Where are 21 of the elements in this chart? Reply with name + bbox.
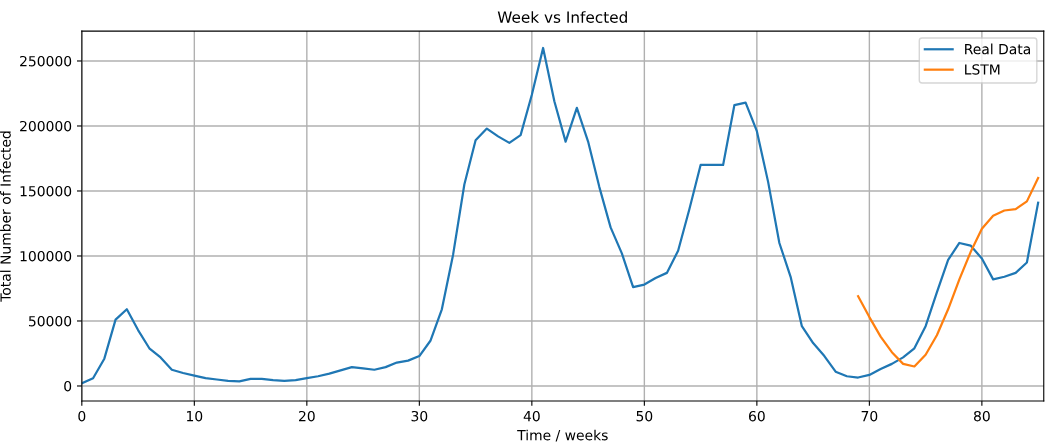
legend-label: LSTM: [965, 64, 1000, 75]
x-tick-label: 50: [636, 410, 653, 422]
x-tick-label: 60: [749, 410, 765, 422]
y-tick-label: 0: [64, 380, 72, 392]
x-tick-label: 0: [78, 410, 86, 422]
y-tick-label: 100000: [20, 250, 72, 262]
x-tick-label: 80: [973, 410, 990, 422]
x-axis-title: Time / weeks: [517, 429, 608, 442]
line-series: [857, 176, 1040, 368]
y-tick-label: 150000: [20, 185, 72, 197]
x-tick-label: 70: [861, 410, 878, 422]
y-tick-label: 50000: [28, 315, 72, 327]
legend-label: Real Data: [965, 43, 1030, 55]
x-tick-label: 20: [299, 410, 315, 422]
y-axis-title: Total Number of Infected: [0, 131, 11, 302]
x-tick-label: 30: [411, 410, 428, 422]
y-tick-label: 250000: [20, 55, 72, 67]
chart-title: Week vs Infected: [497, 11, 627, 23]
x-tick-label: 10: [187, 410, 203, 422]
x-tick-label: 40: [523, 410, 540, 422]
y-tick-label: 200000: [20, 120, 72, 132]
